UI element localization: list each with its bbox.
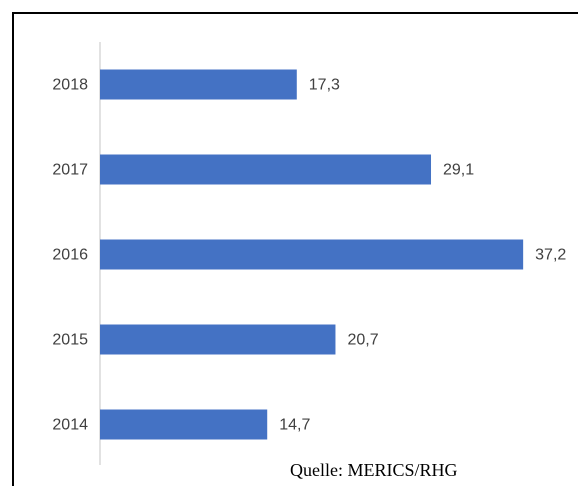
y-tick-label: 2017 <box>52 162 88 179</box>
value-label: 17,3 <box>309 77 340 94</box>
source-note: Quelle: MERICS/RHG <box>290 460 458 480</box>
y-tick-label: 2015 <box>52 332 88 349</box>
bar <box>100 324 336 355</box>
bar <box>100 69 297 100</box>
bar <box>100 409 268 440</box>
value-label: 37,2 <box>535 247 566 264</box>
value-label: 29,1 <box>443 162 474 179</box>
y-tick-label: 2018 <box>52 77 88 94</box>
bar <box>100 154 432 185</box>
value-label: 14,7 <box>279 417 310 434</box>
bar <box>100 239 524 270</box>
y-tick-label: 2014 <box>52 417 88 434</box>
y-tick-label: 2016 <box>52 247 88 264</box>
value-label: 20,7 <box>347 332 378 349</box>
